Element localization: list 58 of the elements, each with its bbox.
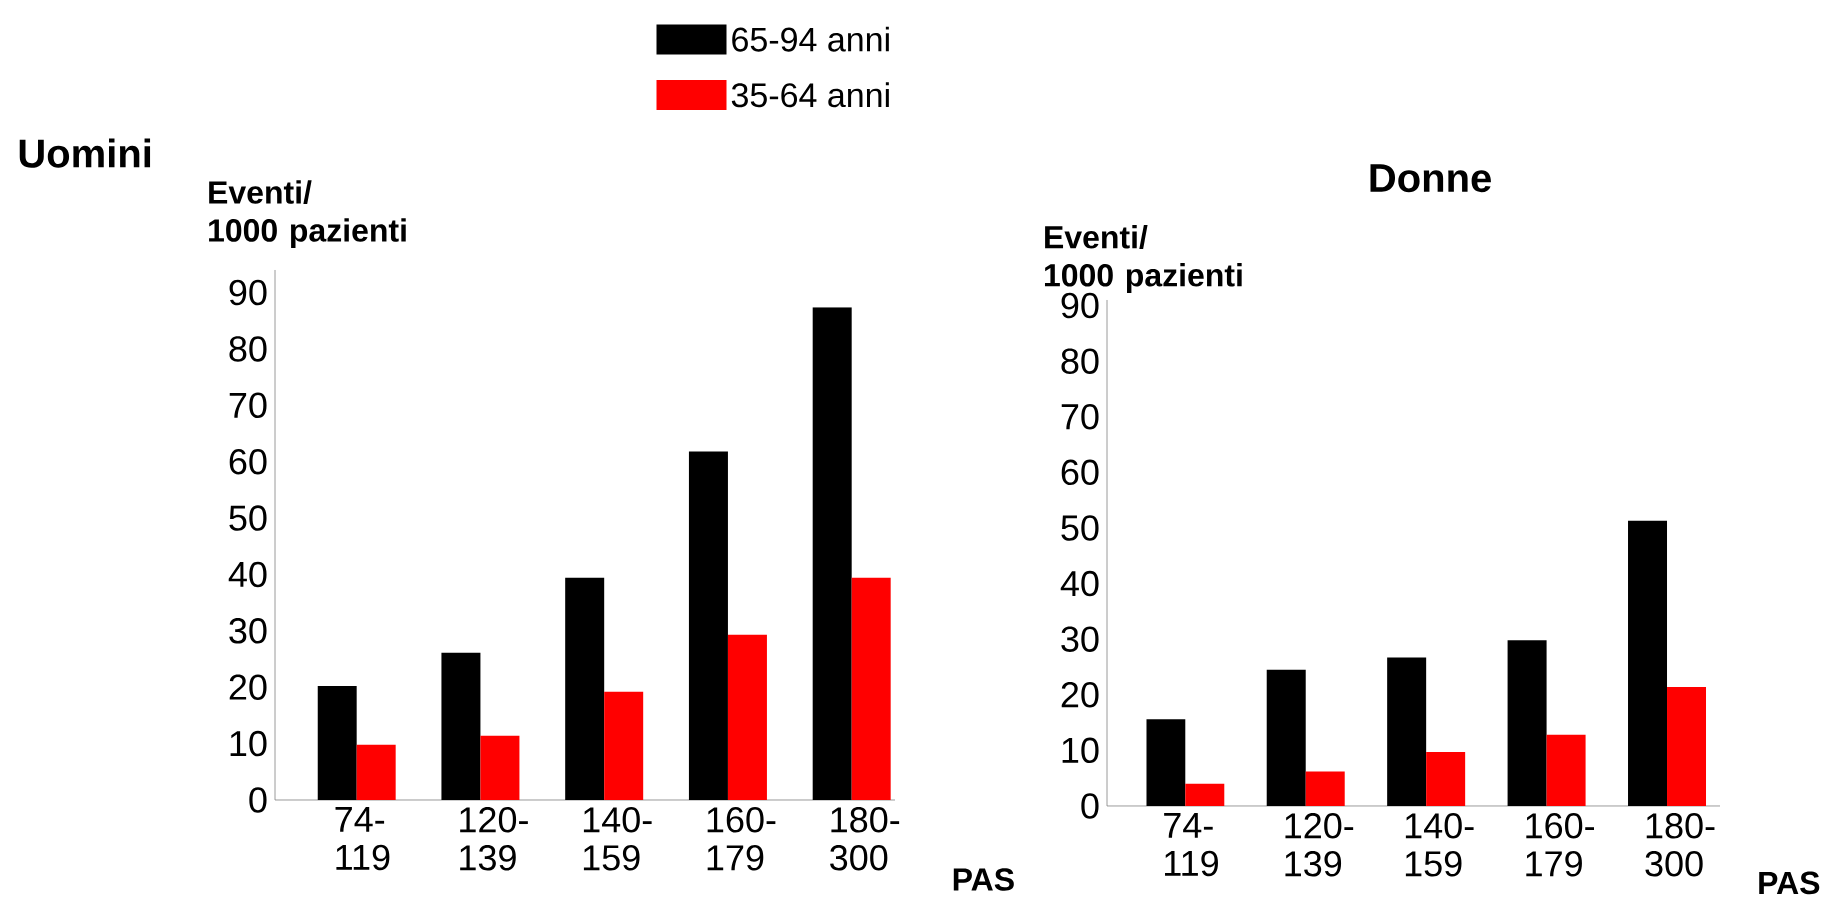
bar bbox=[1628, 520, 1668, 806]
bar bbox=[1426, 752, 1466, 806]
y-tick-label: 50 bbox=[1061, 515, 1099, 541]
y-tick-label: 10 bbox=[1062, 737, 1099, 764]
bar bbox=[1507, 640, 1547, 806]
x-tick-label: 120-139 bbox=[460, 807, 528, 871]
y-tick-label: 20 bbox=[229, 674, 267, 700]
bar bbox=[1266, 669, 1306, 806]
y-tick-label: 40 bbox=[1060, 570, 1099, 597]
y-tick-label: 60 bbox=[1061, 459, 1099, 486]
x-tick-label: 160-179 bbox=[1526, 813, 1595, 877]
y-tick-label: 80 bbox=[1061, 348, 1099, 374]
bar bbox=[1146, 719, 1186, 806]
y-tick-label: 90 bbox=[229, 279, 267, 306]
y-tick-label: 70 bbox=[1061, 404, 1099, 430]
chart-title: Donne bbox=[1370, 164, 1491, 193]
bar bbox=[812, 307, 852, 800]
bar bbox=[688, 451, 728, 800]
bar bbox=[480, 735, 520, 800]
bar bbox=[441, 652, 481, 800]
bar bbox=[317, 686, 357, 800]
x-tick-label: 74-119 bbox=[1164, 813, 1218, 877]
y-tick-label: 20 bbox=[1061, 682, 1099, 708]
x-tick-label: 140-159 bbox=[1405, 813, 1474, 877]
bar bbox=[565, 577, 605, 800]
y-tick-label: 50 bbox=[229, 505, 267, 531]
x-tick-label: 160-179 bbox=[707, 807, 776, 871]
bar bbox=[356, 744, 396, 800]
y-tick-label: 30 bbox=[229, 618, 267, 644]
legend-label: 35-64 anni bbox=[731, 82, 889, 108]
bar bbox=[1305, 771, 1345, 806]
bar bbox=[1387, 657, 1427, 806]
bar bbox=[727, 634, 767, 800]
y-tick-label: 90 bbox=[1061, 292, 1099, 319]
bar bbox=[851, 577, 891, 800]
x-axis-title: PAS bbox=[1759, 871, 1820, 895]
y-tick-label: 10 bbox=[230, 730, 267, 757]
bar bbox=[604, 691, 644, 800]
chart-title: Uomini bbox=[19, 138, 151, 168]
bar bbox=[1185, 783, 1225, 806]
bar bbox=[1667, 686, 1707, 806]
y-tick-label: 80 bbox=[229, 336, 267, 362]
y-tick-label: 70 bbox=[229, 392, 267, 419]
x-tick-label: 74-119 bbox=[335, 807, 390, 871]
x-tick-label: 120-139 bbox=[1285, 813, 1354, 877]
y-tick-label: 0 bbox=[249, 787, 267, 813]
legend-label: 65-94 anni bbox=[732, 26, 889, 52]
y-tick-label: 0 bbox=[1081, 793, 1099, 819]
y-axis-title: Eventi/ 1000 pazienti bbox=[1044, 225, 1242, 293]
y-tick-label: 60 bbox=[229, 448, 267, 475]
x-tick-label: 140-159 bbox=[583, 807, 652, 871]
y-tick-label: 40 bbox=[228, 561, 267, 588]
x-tick-label: 180-300 bbox=[830, 807, 900, 871]
x-axis-title: PAS bbox=[953, 868, 1014, 891]
y-axis-title: Eventi/ 1000 pazienti bbox=[209, 180, 406, 249]
x-tick-label: 180-300 bbox=[1645, 813, 1715, 877]
y-tick-label: 30 bbox=[1061, 626, 1099, 652]
bar bbox=[1546, 734, 1586, 806]
